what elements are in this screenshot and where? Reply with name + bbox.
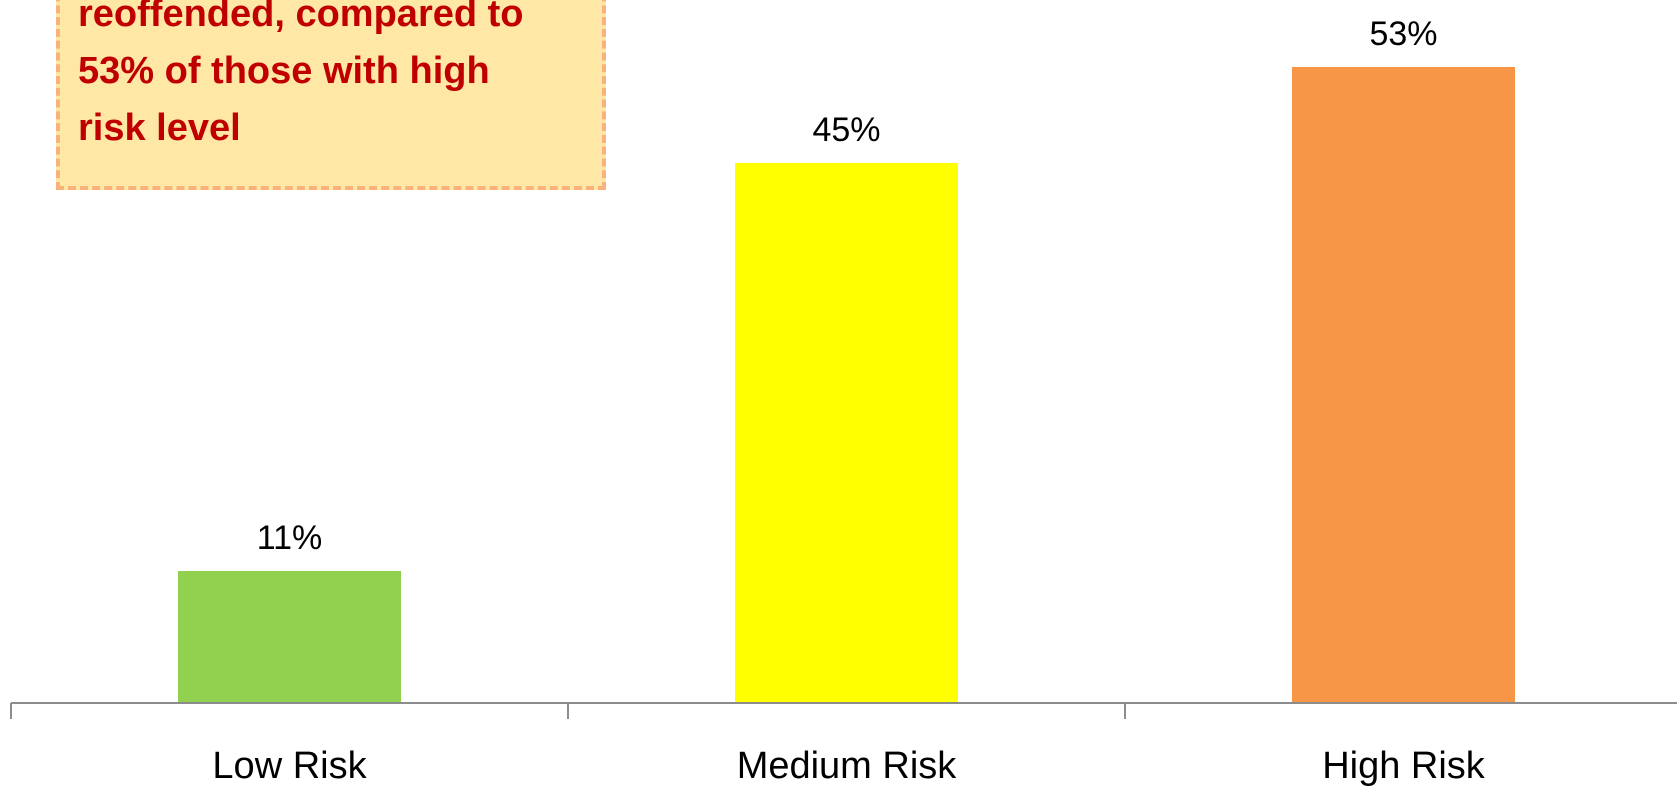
annotation-callout: reoffended, compared to 53% of those with… (56, 0, 606, 190)
annotation-line: 53% of those with high (78, 50, 490, 92)
bar-medium-risk (735, 163, 958, 703)
annotation-text: reoffended, compared to 53% of those with… (78, 0, 584, 157)
data-label-high-risk: 53% (1369, 15, 1437, 53)
bars-layer (178, 67, 1515, 703)
category-labels-layer: Low Risk Medium Risk High Risk (212, 745, 1485, 787)
bar-high-risk (1292, 67, 1515, 703)
data-labels-layer: 11% 45% 53% (257, 15, 1438, 557)
category-label-medium-risk: Medium Risk (737, 745, 958, 787)
annotation-line: risk level (78, 107, 241, 149)
data-label-low-risk: 11% (257, 519, 323, 557)
category-label-low-risk: Low Risk (212, 745, 367, 787)
bar-low-risk (178, 571, 401, 703)
data-label-medium-risk: 45% (812, 111, 880, 149)
category-label-high-risk: High Risk (1322, 745, 1486, 787)
annotation-line: reoffended, compared to (78, 0, 524, 35)
x-axis (10, 702, 1677, 719)
